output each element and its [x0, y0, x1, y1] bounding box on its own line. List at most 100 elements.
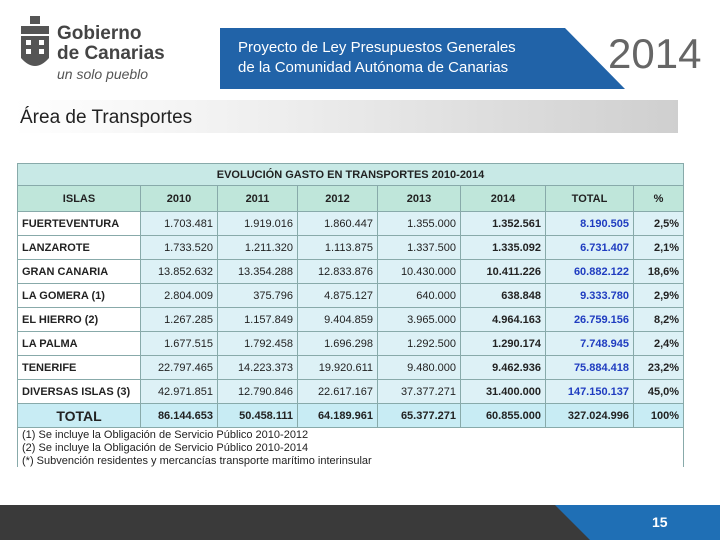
table-cell: 1.703.481: [140, 211, 218, 236]
table-cell: 9.462.936: [460, 355, 546, 380]
column-header: %: [632, 185, 685, 212]
footnote: (2) Se incluye la Obligación de Servicio…: [16, 441, 685, 454]
table-row: LA PALMA 1.677.515 1.792.458 1.696.298 1.292…: [17, 331, 685, 356]
table-cell: 31.400.000: [460, 379, 546, 404]
table-cell: 1.677.515: [140, 331, 218, 356]
column-header: 2013: [377, 185, 461, 212]
table-cell: 9.333.780: [545, 283, 634, 308]
section-title: Área de Transportes: [20, 107, 193, 128]
table-cell: 2,5%: [632, 211, 685, 236]
table-cell: 3.965.000: [377, 307, 461, 332]
column-header: 2012: [297, 185, 378, 212]
table-cell: 1.290.174: [460, 331, 546, 356]
table-cell: LA GOMERA (1): [17, 283, 141, 308]
column-header: 2014: [460, 185, 546, 212]
table-row: TENERIFE 22.797.465 14.223.373 19.920.611 9.…: [17, 355, 685, 380]
total-cell: 100%: [632, 403, 685, 428]
table-cell: 1.337.500: [377, 235, 461, 260]
table-cell: 2.804.009: [140, 283, 218, 308]
table-cell: FUERTEVENTURA: [17, 211, 141, 236]
table-cell: 45,0%: [632, 379, 685, 404]
table-cell: 640.000: [377, 283, 461, 308]
table-cell: 638.848: [460, 283, 546, 308]
table-cell: 7.748.945: [545, 331, 634, 356]
table-cell: GRAN CANARIA: [17, 259, 141, 284]
logo-text: Gobierno de Canarias: [57, 24, 165, 64]
footnote: (1) Se incluye la Obligación de Servicio…: [16, 427, 685, 441]
table-cell: 22.797.465: [140, 355, 218, 380]
logo-line: de Canarias: [57, 43, 165, 64]
title-line: Proyecto de Ley Presupuestos Generales: [238, 39, 516, 56]
table-row: EL HIERRO (2) 1.267.285 1.157.849 9.404.859…: [17, 307, 685, 332]
total-cell: 327.024.996: [545, 403, 634, 428]
table-cell: 19.920.611: [297, 355, 378, 380]
title-line: de la Comunidad Autónoma de Canarias: [238, 59, 509, 76]
table-cell: 1.211.320: [217, 235, 298, 260]
table-cell: 375.796: [217, 283, 298, 308]
table-cell: 13.852.632: [140, 259, 218, 284]
table-cell: 1.335.092: [460, 235, 546, 260]
footnote: (*) Subvención residentes y mercancías t…: [16, 454, 685, 467]
table-cell: LA PALMA: [17, 331, 141, 356]
total-cell: 86.144.653: [140, 403, 218, 428]
table-cell: 6.731.407: [545, 235, 634, 260]
table-cell: 1.733.520: [140, 235, 218, 260]
total-row: TOTAL 86.144.653 50.458.111 64.189.961 65.37…: [17, 403, 685, 428]
table-cell: 2,9%: [632, 283, 685, 308]
table-cell: 1.919.016: [217, 211, 298, 236]
table-cell: 12.833.876: [297, 259, 378, 284]
logo-line: Gobierno: [57, 23, 142, 44]
title-banner: [220, 28, 625, 89]
footer-accent: [555, 505, 720, 540]
total-cell: 65.377.271: [377, 403, 461, 428]
table-cell: 22.617.167: [297, 379, 378, 404]
table-cell: 1.113.875: [297, 235, 378, 260]
table-row: LANZAROTE 1.733.520 1.211.320 1.113.875 1.33…: [17, 235, 685, 260]
column-header: 2010: [140, 185, 218, 212]
table-row: LA GOMERA (1) 2.804.009 375.796 4.875.127 64…: [17, 283, 685, 308]
table-cell: 23,2%: [632, 355, 685, 380]
total-cell: TOTAL: [17, 403, 141, 428]
title-row: EVOLUCIÓN GASTO EN TRANSPORTES 2010-2014: [16, 163, 685, 186]
table-cell: LANZAROTE: [17, 235, 141, 260]
header-row: ISLAS 2010 2011 2012 2013 2014 TOTAL%: [17, 185, 685, 212]
tagline: un solo pueblo: [57, 66, 149, 82]
table-cell: 4.875.127: [297, 283, 378, 308]
table-cell: 4.964.163: [460, 307, 546, 332]
column-header: 2011: [217, 185, 298, 212]
table-cell: 12.790.846: [217, 379, 298, 404]
banner-text: Proyecto de Ley Presupuestos Generales d…: [238, 38, 516, 78]
logo-emblem: [21, 16, 49, 66]
footnote-row: (1) Se incluye la Obligación de Servicio…: [16, 427, 685, 441]
year: 2014: [608, 30, 702, 77]
table-row: DIVERSAS ISLAS (3) 42.971.851 12.790.846 22…: [17, 379, 685, 404]
table-cell: 1.696.298: [297, 331, 378, 356]
table-cell: 147.150.137: [545, 379, 634, 404]
total-cell: 64.189.961: [297, 403, 378, 428]
table-cell: 10.430.000: [377, 259, 461, 284]
table-cell: EL HIERRO (2): [17, 307, 141, 332]
table-cell: 1.860.447: [297, 211, 378, 236]
table-title: EVOLUCIÓN GASTO EN TRANSPORTES 2010-2014: [16, 163, 685, 186]
table-cell: 75.884.418: [545, 355, 634, 380]
data-table: EVOLUCIÓN GASTO EN TRANSPORTES 2010-2014…: [16, 163, 685, 467]
table-cell: 10.411.226: [460, 259, 546, 284]
table-cell: 2,4%: [632, 331, 685, 356]
table-cell: 42.971.851: [140, 379, 218, 404]
table-cell: 8.190.505: [545, 211, 634, 236]
table-cell: 14.223.373: [217, 355, 298, 380]
footnote-row: (*) Subvención residentes y mercancías t…: [16, 454, 685, 467]
table-cell: 13.354.288: [217, 259, 298, 284]
table-cell: 60.882.122: [545, 259, 634, 284]
total-cell: 50.458.111: [217, 403, 298, 428]
table-cell: 1.157.849: [217, 307, 298, 332]
table-cell: 1.792.458: [217, 331, 298, 356]
table-body: EVOLUCIÓN GASTO EN TRANSPORTES 2010-2014…: [16, 163, 685, 467]
table-cell: 9.404.859: [297, 307, 378, 332]
table-cell: DIVERSAS ISLAS (3): [17, 379, 141, 404]
table-cell: 1.355.000: [377, 211, 461, 236]
table-cell: 8,2%: [632, 307, 685, 332]
column-header: ISLAS: [17, 185, 141, 212]
table-row: GRAN CANARIA 13.852.632 13.354.288 12.833.8…: [17, 259, 685, 284]
